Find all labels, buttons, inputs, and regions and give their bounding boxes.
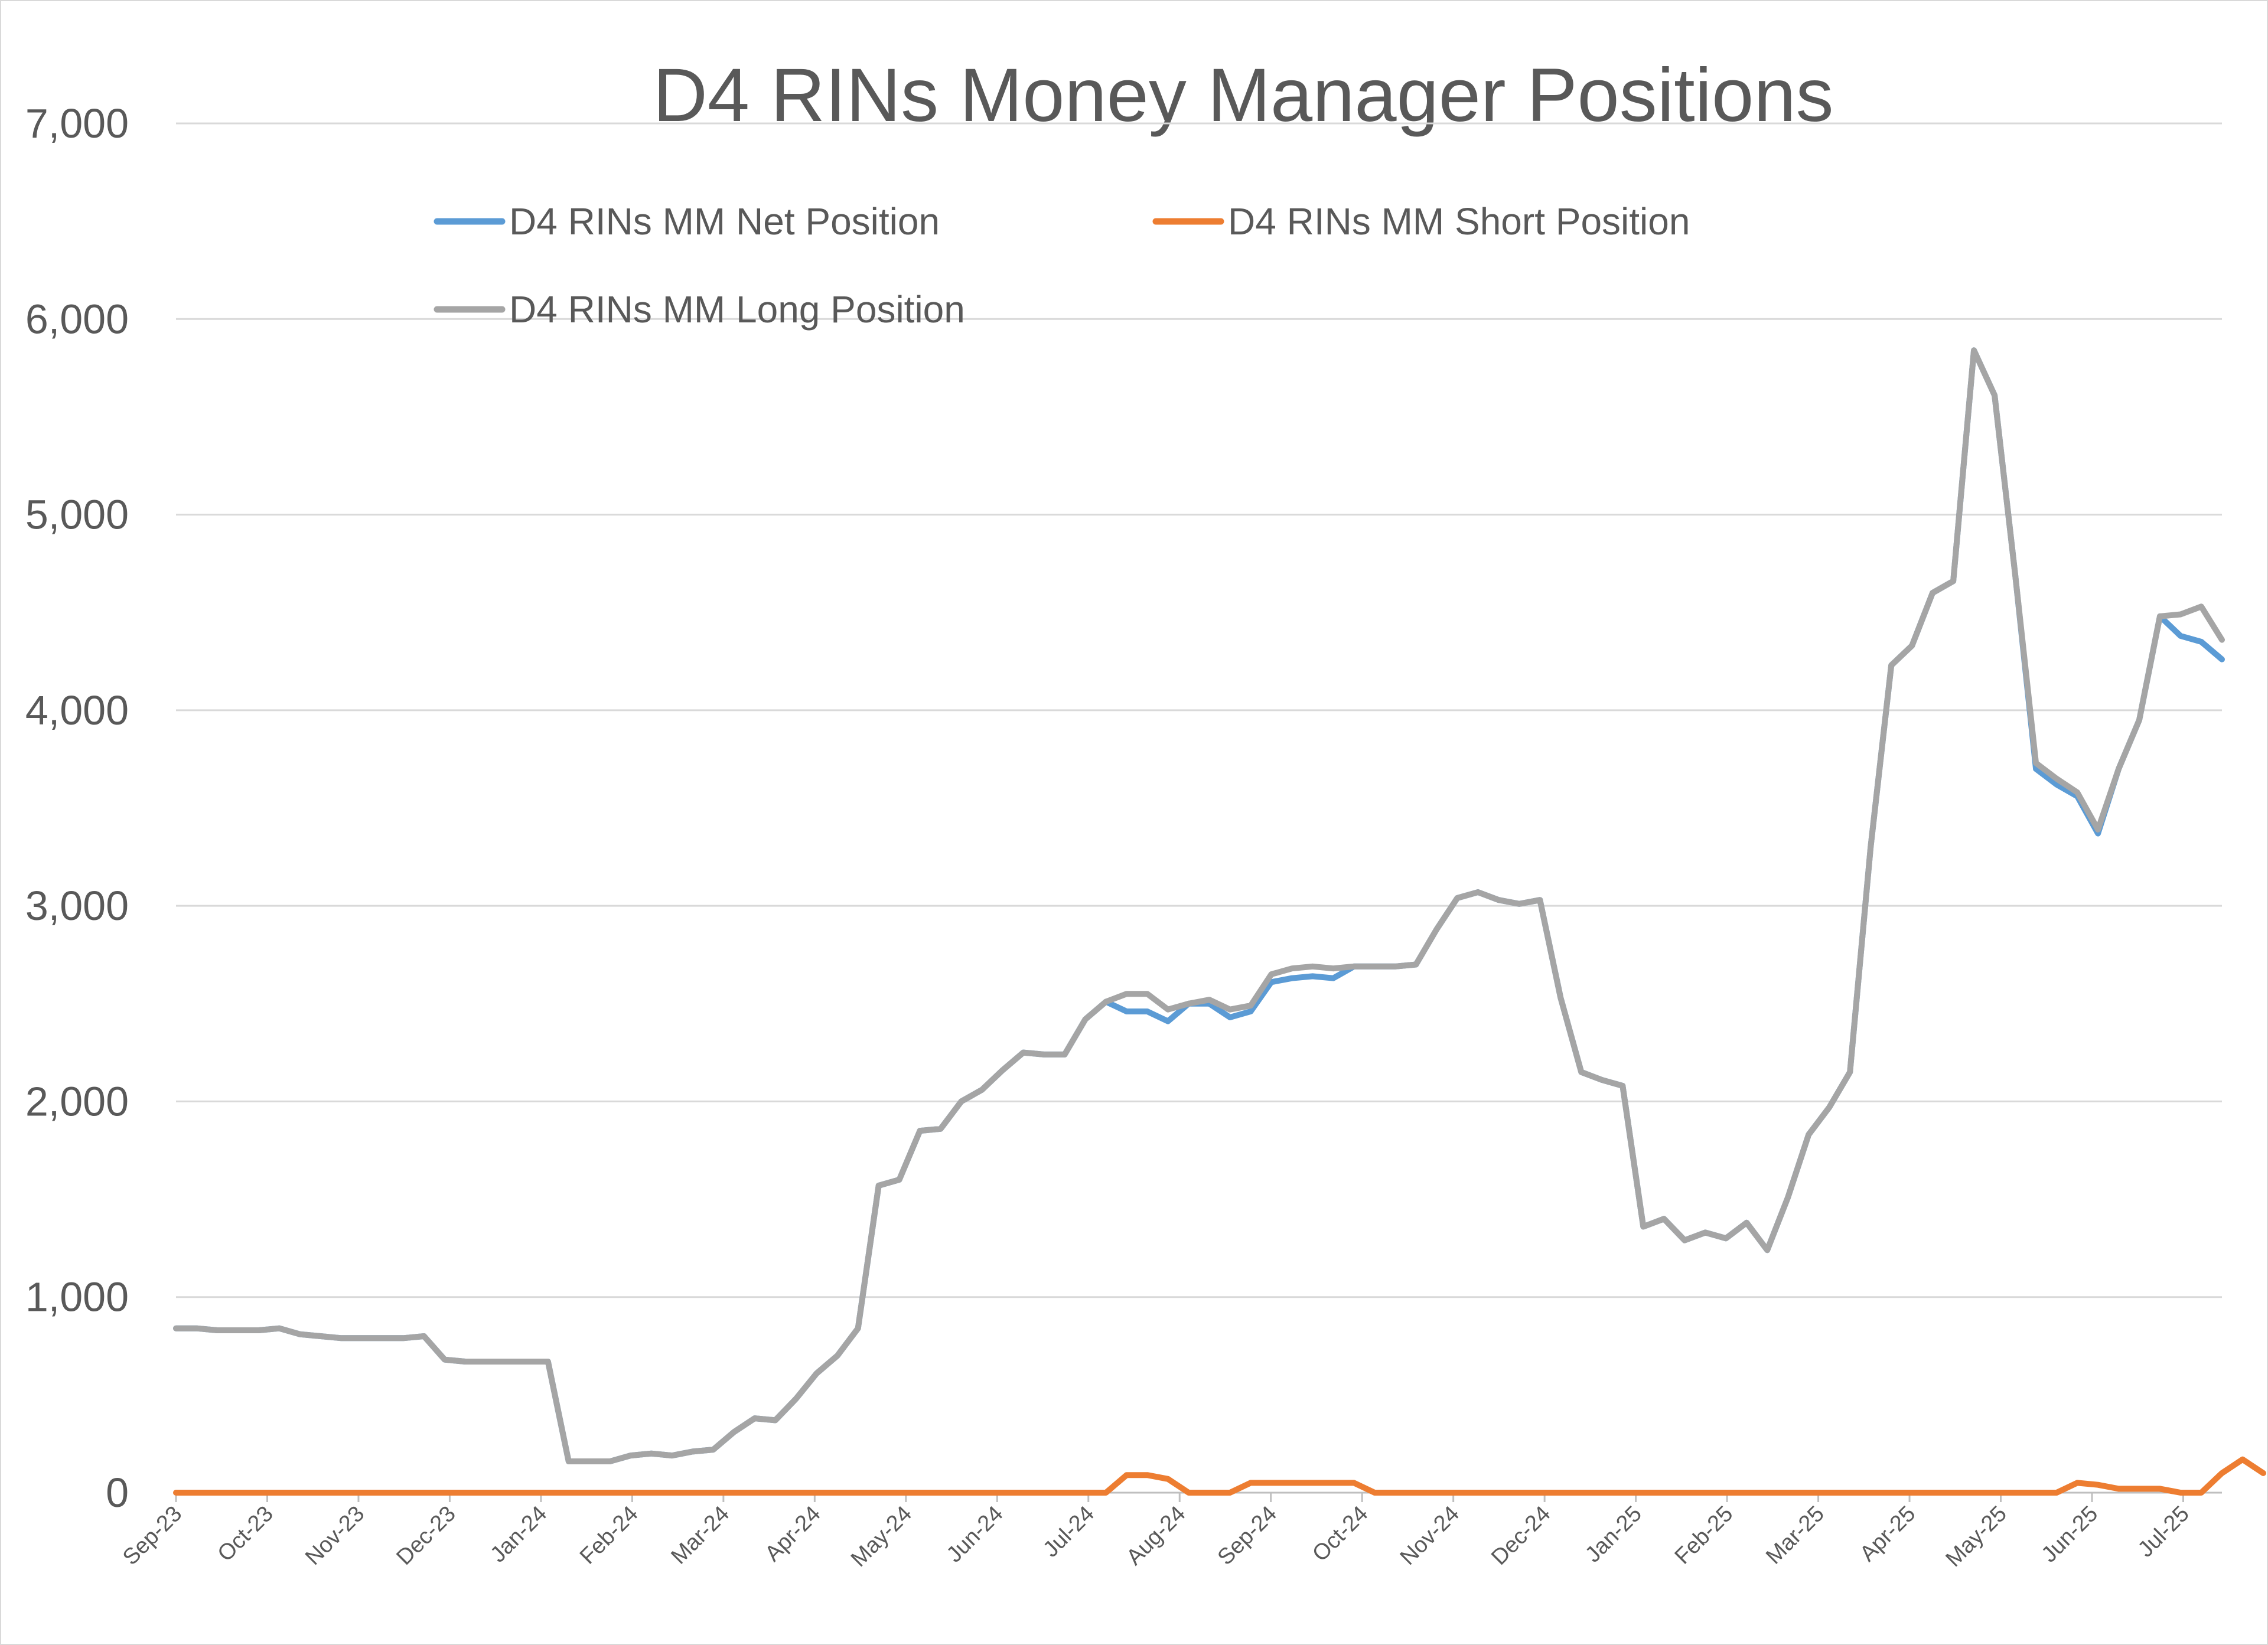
x-tick-label: Jun-24 [942,1502,1008,1568]
legend-item-short-position: D4 RINs MM Short Position [1152,200,1690,243]
x-tick-label: Nov-23 [301,1502,369,1570]
x-tick-label: Jan-25 [1581,1502,1647,1568]
x-tick-label: Jul-24 [1038,1502,1099,1562]
x-tick-label: Mar-25 [1761,1502,1829,1569]
y-tick-label: 1,000 [25,1274,129,1320]
y-tick-label: 3,000 [25,883,129,929]
x-axis: Sep-23 Oct-23 Nov-23 Dec-23 Jan-24 Feb-24 Mar-… [118,1491,2222,1572]
y-tick-label: 4,000 [25,687,129,733]
y-tick-label: 5,000 [25,492,129,538]
chart-title: D4 RINs Money Manager Positions [653,53,1833,138]
x-tick-label: Jul-25 [2133,1502,2194,1562]
short-position-line [173,1456,2266,1496]
y-tick-label: 2,000 [25,1078,129,1124]
x-tick-label: Jun-25 [2036,1502,2103,1568]
y-tick-label: 0 [106,1470,129,1516]
legend: D4 RINs MM Net Position D4 RINs MM Short … [434,200,1690,331]
legend-item-net-position: D4 RINs MM Net Position [434,200,940,243]
legend-label: D4 RINs MM Net Position [509,200,940,243]
legend-label: D4 RINs MM Long Position [509,288,965,331]
long-position-line [173,347,2225,1464]
x-tick-label: Oct-23 [213,1502,278,1566]
x-tick-label: Jan-24 [485,1502,552,1568]
x-tick-label: Feb-24 [575,1502,643,1569]
x-tick-label: Feb-25 [1670,1502,1738,1569]
x-tick-label: Dec-24 [1487,1502,1555,1570]
legend-label: D4 RINs MM Short Position [1228,200,1690,243]
x-tick-label: Apr-25 [1855,1502,1920,1566]
gridlines [176,122,2222,1298]
x-tick-label: Sep-24 [1213,1502,1282,1570]
x-tick-label: Aug-24 [1122,1502,1190,1570]
x-tick-label: Nov-24 [1396,1502,1464,1570]
x-tick-label: Apr-24 [760,1502,825,1566]
x-tick-label: Dec-23 [392,1502,460,1570]
y-tick-label: 7,000 [25,100,129,146]
legend-item-long-position: D4 RINs MM Long Position [434,288,965,331]
x-tick-label: May-25 [1941,1502,2012,1572]
y-axis: 0 1,000 2,000 3,000 4,000 5,000 6,000 7,000 [25,100,129,1516]
x-tick-label: Mar-24 [666,1502,734,1569]
series-lines [173,347,2266,1496]
x-tick-label: May-24 [846,1502,917,1572]
y-tick-label: 6,000 [25,296,129,342]
x-tick-label: Oct-24 [1308,1502,1373,1566]
